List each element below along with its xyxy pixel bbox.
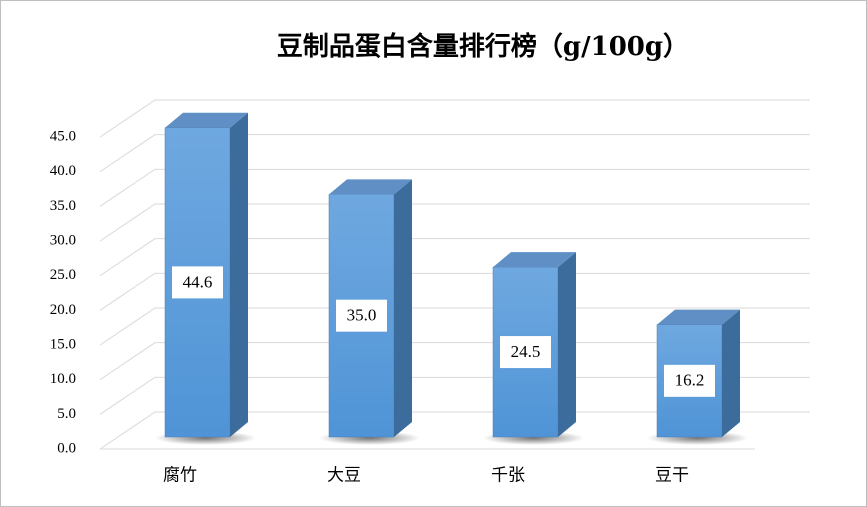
y-tick-label: 0.0 xyxy=(57,440,76,456)
y-tick-label: 25.0 xyxy=(50,267,76,283)
grid-line xyxy=(99,272,810,311)
value-label: 24.5 xyxy=(511,342,541,361)
value-label-box xyxy=(664,364,715,397)
grid-line xyxy=(99,238,810,277)
value-label: 44.6 xyxy=(183,272,213,291)
grid-line xyxy=(99,134,810,173)
bar-side xyxy=(394,179,412,438)
bar-top xyxy=(657,309,740,325)
value-label-box xyxy=(172,266,223,299)
x-tick-label: 千张 xyxy=(491,466,525,486)
y-tick-label: 40.0 xyxy=(50,163,76,179)
grid-line xyxy=(99,307,810,346)
bar-top xyxy=(165,112,248,128)
bar-top xyxy=(493,252,576,268)
y-tick-label: 30.0 xyxy=(50,232,76,248)
x-tick-label: 腐竹 xyxy=(163,466,197,486)
grid-line xyxy=(99,99,810,138)
grid-line xyxy=(99,411,810,450)
x-tick-label: 豆干 xyxy=(655,466,689,486)
value-label: 16.2 xyxy=(675,371,705,390)
chart-title: 豆制品蛋白含量排行榜（g/100g） xyxy=(277,31,689,62)
x-tick-label: 大豆 xyxy=(327,466,361,486)
y-tick-label: 10.0 xyxy=(50,371,76,387)
y-tick-label: 15.0 xyxy=(50,336,76,352)
y-tick-label: 5.0 xyxy=(57,406,76,422)
bar-top xyxy=(329,179,412,195)
y-tick-label: 45.0 xyxy=(50,128,76,144)
value-label: 35.0 xyxy=(347,306,377,325)
grid-line xyxy=(99,203,810,242)
bar-side xyxy=(230,112,248,438)
grid-line xyxy=(99,342,810,381)
grid-line xyxy=(99,168,810,207)
y-tick-label: 35.0 xyxy=(50,198,76,214)
y-tick-label: 20.0 xyxy=(50,302,76,318)
value-label-box xyxy=(500,336,551,369)
value-label-box xyxy=(336,299,387,332)
bar-side xyxy=(558,252,576,437)
grid-line xyxy=(99,376,810,415)
bar-side xyxy=(722,309,740,437)
